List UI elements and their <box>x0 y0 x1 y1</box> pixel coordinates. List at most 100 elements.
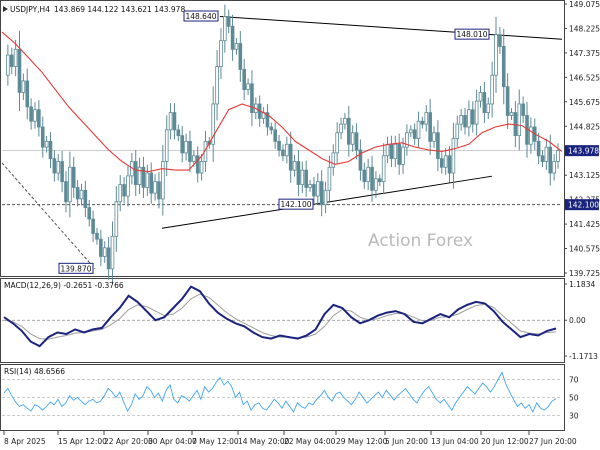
candle-body <box>91 218 95 234</box>
time-tick-label: 14 May 20:00 <box>238 437 290 446</box>
candle-body <box>327 166 332 191</box>
candle-body <box>358 149 363 171</box>
candle-body <box>250 83 254 114</box>
trend-lines <box>1 16 563 270</box>
candle-body <box>281 149 285 157</box>
candle-body <box>366 166 370 183</box>
candle-body <box>40 126 45 148</box>
candle-body <box>323 189 328 206</box>
candle-body <box>234 43 239 50</box>
candle-body <box>474 100 479 125</box>
candle-body <box>149 172 154 194</box>
candle-body <box>145 172 150 188</box>
candle-body <box>141 166 146 188</box>
candle-body <box>114 201 119 237</box>
time-tick-label: 5 Jun 20:00 <box>385 437 428 446</box>
candle-body <box>285 143 289 157</box>
candle-body <box>192 155 196 162</box>
candle-body <box>211 103 216 145</box>
price-annotation-box <box>454 28 490 40</box>
candle-body <box>269 126 274 131</box>
candle-body <box>195 155 200 174</box>
candle-body <box>459 115 463 125</box>
price-panel-frame <box>0 0 565 277</box>
candle-body <box>110 235 115 270</box>
rsi-tick-label: 70 <box>569 376 579 385</box>
candle-body <box>273 129 277 142</box>
candle-body <box>482 92 487 114</box>
candle-body <box>83 189 88 208</box>
candle-body <box>29 106 33 122</box>
candle-body <box>172 112 177 131</box>
price-axis: 149.075 148.225 147.375 146.525 145.675 144.8… <box>564 0 600 278</box>
header-arrow-icon <box>3 6 8 12</box>
price-tick-label: 141.425 <box>569 220 600 229</box>
candle-body <box>71 166 76 188</box>
time-tick-label: 7 May 12:00 <box>192 437 239 446</box>
candle-body <box>513 112 518 137</box>
candle-body <box>304 169 308 188</box>
macd-tick-label: 1.1834 <box>569 280 595 289</box>
candle-body <box>44 140 49 148</box>
candle-body <box>370 166 374 191</box>
candle-body <box>164 129 169 162</box>
upper-trendline <box>219 16 563 40</box>
current-price-tag: 143.978 <box>568 147 599 156</box>
candle-body <box>436 132 440 160</box>
price-tick-label: 148.225 <box>569 24 600 33</box>
candle-body <box>6 54 10 76</box>
candle-body <box>176 129 181 137</box>
candle-body <box>377 178 382 183</box>
moving-average <box>1 31 563 173</box>
candle-body <box>184 140 188 154</box>
candle-body <box>99 238 103 257</box>
candle-body <box>401 146 405 165</box>
candle-body <box>509 112 514 116</box>
macd-plot: 1.1834 0.00 -1.1713 <box>2 280 598 361</box>
time-tick-label: 22 Apr 20:00 <box>104 437 153 446</box>
candle-body <box>343 117 347 125</box>
candle-body <box>21 80 26 93</box>
candle-body <box>385 143 390 157</box>
time-tick-label: 20 Jun 12:00 <box>481 437 529 446</box>
candle-body <box>168 112 173 131</box>
candle-body <box>451 138 456 174</box>
candle-body <box>246 83 250 90</box>
rsi-title: RSI(14) 48.6566 <box>4 367 65 376</box>
time-tick-label: 27 Jun 20:00 <box>529 437 577 446</box>
candle-body <box>408 129 413 134</box>
candle-body <box>288 143 293 171</box>
price-annotation-label: 139.870 <box>60 264 91 273</box>
rsi-plot: 70 50 30 <box>2 371 579 421</box>
candle-body <box>308 184 312 188</box>
watermark: Action Forex <box>368 231 473 251</box>
chart-header: USDJPY,H4 143.869 144.122 143.621 143.97… <box>3 5 185 14</box>
time-tick-label: 13 Jun 04:00 <box>431 437 479 446</box>
candle-body <box>432 132 436 142</box>
time-tick-label: 30 Apr 04:00 <box>148 437 197 446</box>
candle-body <box>350 132 355 145</box>
price-annotation-box <box>278 198 314 210</box>
candle-body <box>439 158 444 168</box>
candle-body <box>424 112 429 125</box>
candle-body <box>161 161 165 200</box>
candle-body <box>106 247 111 270</box>
candle-body <box>354 132 359 151</box>
time-tick-label: 22 May 04:00 <box>284 437 336 446</box>
candle-body <box>548 146 553 174</box>
falling-dashed-line <box>1 162 96 270</box>
candle-body <box>277 140 281 151</box>
time-tick-label: 15 Apr 12:00 <box>58 437 107 446</box>
candle-body <box>223 16 227 42</box>
rsi-line <box>3 371 557 413</box>
rsi-panel-frame <box>0 364 565 431</box>
candle-body <box>133 161 138 185</box>
price-annotation-label: 148.640 <box>185 12 216 21</box>
candle-body <box>157 181 161 200</box>
candle-body <box>521 103 525 116</box>
candle-body <box>60 161 64 183</box>
macd-title: MACD(12,26,9) -0.2651 -0.3766 <box>4 281 124 290</box>
candle-body <box>416 120 421 139</box>
